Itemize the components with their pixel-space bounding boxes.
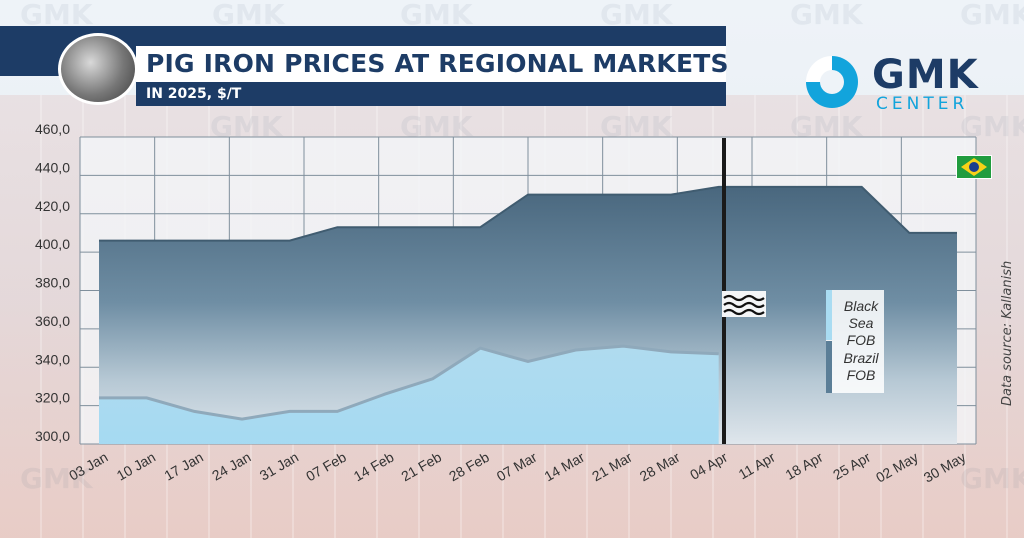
brazil-fob-point xyxy=(670,193,672,195)
logo-subtitle: CENTER xyxy=(876,94,969,114)
black-sea-fob-point xyxy=(98,397,100,399)
watermark-text: GMK xyxy=(212,0,285,31)
y-tick-label: 320,0 xyxy=(35,390,70,406)
black-sea-fob-point xyxy=(431,378,433,380)
chart-title: PIG IRON PRICES AT REGIONAL MARKETS xyxy=(146,49,729,78)
y-tick-label: 440,0 xyxy=(35,159,70,175)
gmk-logo-icon xyxy=(806,56,858,108)
x-tick-label: 21 Feb xyxy=(398,449,444,485)
watermark-text: GMK xyxy=(20,0,93,31)
legend xyxy=(826,290,884,393)
brazil-fob-point xyxy=(622,193,624,195)
black-sea-fob-point xyxy=(241,418,243,420)
brazil-fob-point xyxy=(241,239,243,241)
title-panel xyxy=(136,46,726,84)
x-tick-label: 31 Jan xyxy=(257,449,301,484)
x-axis-labels: 03 Jan 10 Jan 17 Jan 24 Jan 31 Jan 07 Feb 14 F… xyxy=(66,449,968,486)
y-tick-label: 340,0 xyxy=(35,351,70,367)
y-tick-label: 460,0 xyxy=(35,121,70,137)
brazil-fob-area xyxy=(99,186,957,444)
brazil-fob-point xyxy=(98,239,100,241)
x-tick-label: 25 Apr xyxy=(830,449,873,483)
x-tick-label: 18 Apr xyxy=(782,449,825,483)
watermark-text: GMK xyxy=(400,0,473,31)
watermark-text: GMK xyxy=(600,0,673,31)
x-tick-label: 04 Apr xyxy=(687,449,730,483)
x-tick-label: 24 Jan xyxy=(209,449,253,484)
subtitle-banner xyxy=(136,82,726,106)
brazil-fob-point xyxy=(574,193,576,195)
x-tick-label: 28 Feb xyxy=(446,449,492,485)
brazil-fob-point xyxy=(288,239,290,241)
black-sea-fob-point xyxy=(622,345,624,347)
brazil-flag-icon xyxy=(956,155,992,179)
logo-wordmark: GMK xyxy=(872,52,979,98)
brazil-fob-point xyxy=(527,193,529,195)
brazil-fob-point xyxy=(145,239,147,241)
x-tick-label: 10 Jan xyxy=(114,449,158,484)
y-tick-label: 300,0 xyxy=(35,428,70,444)
black-sea-fob-area xyxy=(99,346,719,444)
x-tick-label: 11 Apr xyxy=(736,449,778,483)
black-sea-fob-point xyxy=(145,397,147,399)
brazil-fob-point xyxy=(479,226,481,228)
x-tick-label: 14 Mar xyxy=(541,449,587,485)
brazil-fob-line xyxy=(99,185,957,242)
legend-label-black-sea: Black Sea FOB xyxy=(843,298,879,348)
black-sea-fob-point xyxy=(288,410,290,412)
legend-swatch-brazil xyxy=(826,341,832,393)
black-sea-fob-point xyxy=(717,353,719,355)
y-tick-label: 400,0 xyxy=(35,236,70,252)
brazil-fob-point xyxy=(956,232,958,234)
black-sea-fob-point xyxy=(336,410,338,412)
chart-subtitle: IN 2025, $/T xyxy=(146,86,242,102)
watermark-text: GMK xyxy=(790,0,863,31)
black-sea-fob-point xyxy=(574,349,576,351)
black-sea-fob-point xyxy=(527,360,529,362)
data-source-note: Data source: Kallanish xyxy=(1000,260,1015,406)
x-tick-label: 07 Mar xyxy=(494,449,540,485)
brazil-fob-point xyxy=(860,186,862,188)
brazil-fob-point xyxy=(908,232,910,234)
watermark-text: GMK xyxy=(960,0,1024,31)
brazil-fob-point xyxy=(384,226,386,228)
black-sea-fob-line xyxy=(99,344,719,421)
brazil-fob-point xyxy=(765,186,767,188)
black-sea-fob-point xyxy=(479,347,481,349)
legend-label-brazil: Brazil FOB xyxy=(843,350,879,383)
legend-swatch-black-sea xyxy=(826,290,832,340)
brazil-fob-point xyxy=(813,186,815,188)
x-tick-label: 02 May xyxy=(873,449,921,486)
pig-iron-photo-icon xyxy=(58,33,138,105)
x-tick-label: 30 May xyxy=(921,449,969,486)
brazil-fob-point xyxy=(336,226,338,228)
x-tick-label: 21 Mar xyxy=(589,449,635,485)
black-sea-fob-point xyxy=(384,393,386,395)
watermark-text: GMK xyxy=(20,462,93,495)
brazil-fob-point xyxy=(193,239,195,241)
black-sea-fob-point xyxy=(670,351,672,353)
y-axis-labels: 300,0 320,0 340,0 360,0 380,0 400,0 420,0 440,0… xyxy=(35,121,70,444)
x-tick-label: 28 Mar xyxy=(637,449,683,485)
x-tick-label: 17 Jan xyxy=(161,449,205,484)
black-sea-fob-point xyxy=(193,410,195,412)
x-tick-label: 14 Feb xyxy=(351,449,397,485)
x-tick-label: 03 Jan xyxy=(66,449,110,484)
sea-waves-icon xyxy=(722,291,766,317)
y-tick-label: 360,0 xyxy=(35,313,70,329)
y-tick-label: 420,0 xyxy=(35,198,70,214)
watermark-text: GMK xyxy=(960,462,1024,495)
y-tick-label: 380,0 xyxy=(35,275,70,291)
brazil-fob-point xyxy=(431,226,433,228)
brazil-fob-point xyxy=(717,186,719,188)
x-tick-label: 07 Feb xyxy=(303,449,349,485)
